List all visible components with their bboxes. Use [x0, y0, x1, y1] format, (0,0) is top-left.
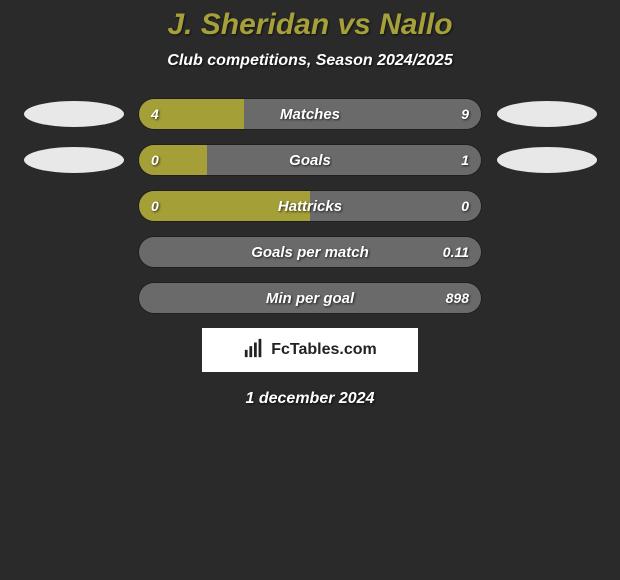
- bar-right-segment: [207, 145, 481, 175]
- stat-value-left: 4: [151, 99, 159, 129]
- oval-shape: [24, 101, 124, 127]
- player-left-oval: [21, 99, 126, 129]
- stat-rows: 49Matches01Goals00Hattricks0.11Goals per…: [0, 98, 620, 314]
- bar-right-segment: [139, 283, 481, 313]
- stat-row: 0.11Goals per match: [0, 236, 620, 268]
- page-title: J. Sheridan vs Nallo: [0, 8, 620, 42]
- stat-row: 01Goals: [0, 144, 620, 176]
- oval-shape: [497, 101, 597, 127]
- bar-right-segment: [310, 191, 481, 221]
- player-right-oval: [494, 99, 599, 129]
- stat-row: 00Hattricks: [0, 190, 620, 222]
- date-text: 1 december 2024: [0, 390, 620, 408]
- stat-value-right: 1: [461, 145, 469, 175]
- stat-bar: 0.11Goals per match: [138, 236, 482, 268]
- stat-value-right: 898: [446, 283, 469, 313]
- player-left-oval: [21, 145, 126, 175]
- stat-value-right: 9: [461, 99, 469, 129]
- bar-left-segment: [139, 145, 207, 175]
- stat-bar: 898Min per goal: [138, 282, 482, 314]
- comparison-widget: J. Sheridan vs Nallo Club competitions, …: [0, 0, 620, 408]
- chart-icon: [243, 337, 265, 364]
- stat-value-left: 0: [151, 191, 159, 221]
- stat-value-right: 0: [461, 191, 469, 221]
- stat-bar: 01Goals: [138, 144, 482, 176]
- oval-shape: [24, 147, 124, 173]
- stat-bar: 00Hattricks: [138, 190, 482, 222]
- bar-left-segment: [139, 191, 310, 221]
- oval-shape: [497, 147, 597, 173]
- subtitle: Club competitions, Season 2024/2025: [0, 52, 620, 70]
- attribution-badge[interactable]: FcTables.com: [202, 328, 418, 372]
- player-right-oval: [494, 145, 599, 175]
- stat-row: 898Min per goal: [0, 282, 620, 314]
- bar-right-segment: [244, 99, 481, 129]
- stat-value-right: 0.11: [443, 237, 469, 267]
- bar-right-segment: [139, 237, 481, 267]
- stat-row: 49Matches: [0, 98, 620, 130]
- stat-value-left: 0: [151, 145, 159, 175]
- stat-bar: 49Matches: [138, 98, 482, 130]
- attribution-text: FcTables.com: [271, 341, 377, 359]
